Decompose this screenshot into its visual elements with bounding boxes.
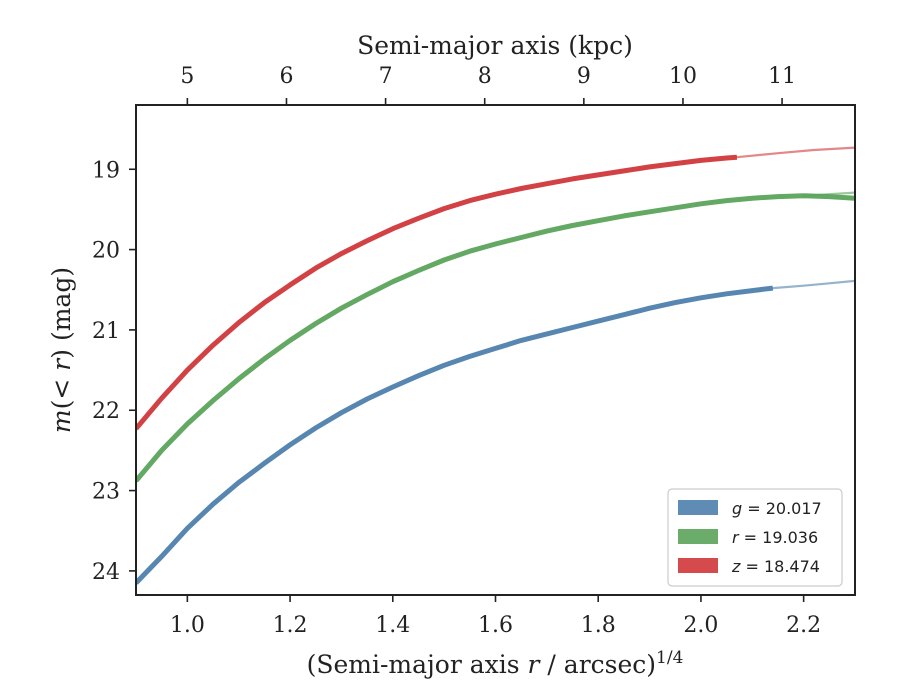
x-axis-title-exponent: 1/4	[656, 648, 683, 668]
legend-label-r: r = 19.036	[732, 528, 818, 547]
legend-var: g	[732, 499, 742, 518]
series-line-r	[136, 193, 855, 483]
top-tick-label: 8	[478, 64, 492, 89]
x-axis-title: (Semi-major axis r / arcsec)1/4	[307, 648, 684, 679]
legend-swatch-z	[678, 558, 718, 573]
y-tick-label: 24	[92, 560, 120, 585]
legend-value: = 18.474	[740, 557, 820, 576]
legend-value: = 20.017	[742, 499, 822, 518]
top-tick-label: 9	[577, 64, 591, 89]
x-tick-label: 2.2	[786, 613, 821, 638]
series-line-z	[136, 154, 738, 431]
legend-value: = 19.036	[739, 528, 819, 547]
x-axis-title-lead: (Semi-major axis	[307, 650, 520, 679]
y-tick-label: 23	[92, 480, 120, 505]
y-axis-title: m(< r) (mag)	[47, 267, 76, 433]
x-axis-title-var: r	[528, 650, 542, 679]
y-tick-label: 19	[92, 158, 120, 183]
legend-swatch-r	[678, 529, 718, 544]
y-tick-label: 20	[92, 239, 120, 264]
y-tick-label: 21	[92, 319, 120, 344]
top-tick-label: 10	[669, 64, 697, 89]
x-tick-label: 2.0	[683, 613, 718, 638]
y-axis-title-m: m	[47, 409, 76, 433]
top-axis-title: Semi-major axis (kpc)	[357, 31, 633, 60]
legend-label-g: g = 20.017	[732, 499, 822, 518]
legend-var: z	[731, 557, 741, 576]
y-axis-title-end: ) (mag)	[47, 267, 76, 359]
y-axis-title-r: r	[47, 357, 76, 371]
top-tick-label: 11	[768, 64, 796, 89]
y-axis-title-mid: (<	[47, 371, 76, 410]
top-tick-label: 7	[379, 64, 393, 89]
series-layer	[136, 146, 855, 585]
y-tick-label: 22	[92, 399, 120, 424]
ticks-layer: 1.0 1.2 1.4 1.6 1.8 2.0 2.2 19 20 21 22 23 24 5 6 7 8 9 10…	[92, 64, 821, 638]
top-tick-label: 6	[279, 64, 293, 89]
x-tick-label: 1.2	[273, 613, 308, 638]
series-extension-z	[735, 146, 855, 159]
x-tick-label: 1.0	[170, 613, 205, 638]
legend-swatch-g	[678, 500, 718, 515]
x-tick-label: 1.4	[375, 613, 410, 638]
legend-var: r	[732, 528, 740, 547]
top-tick-label: 5	[180, 64, 194, 89]
series-line-g	[136, 285, 774, 585]
x-axis-title-unit: / arcsec)	[547, 650, 656, 679]
series-extension-g	[771, 279, 855, 290]
legend-label-z: z = 18.474	[731, 557, 820, 576]
x-tick-label: 1.6	[478, 613, 513, 638]
x-tick-label: 1.8	[581, 613, 616, 638]
